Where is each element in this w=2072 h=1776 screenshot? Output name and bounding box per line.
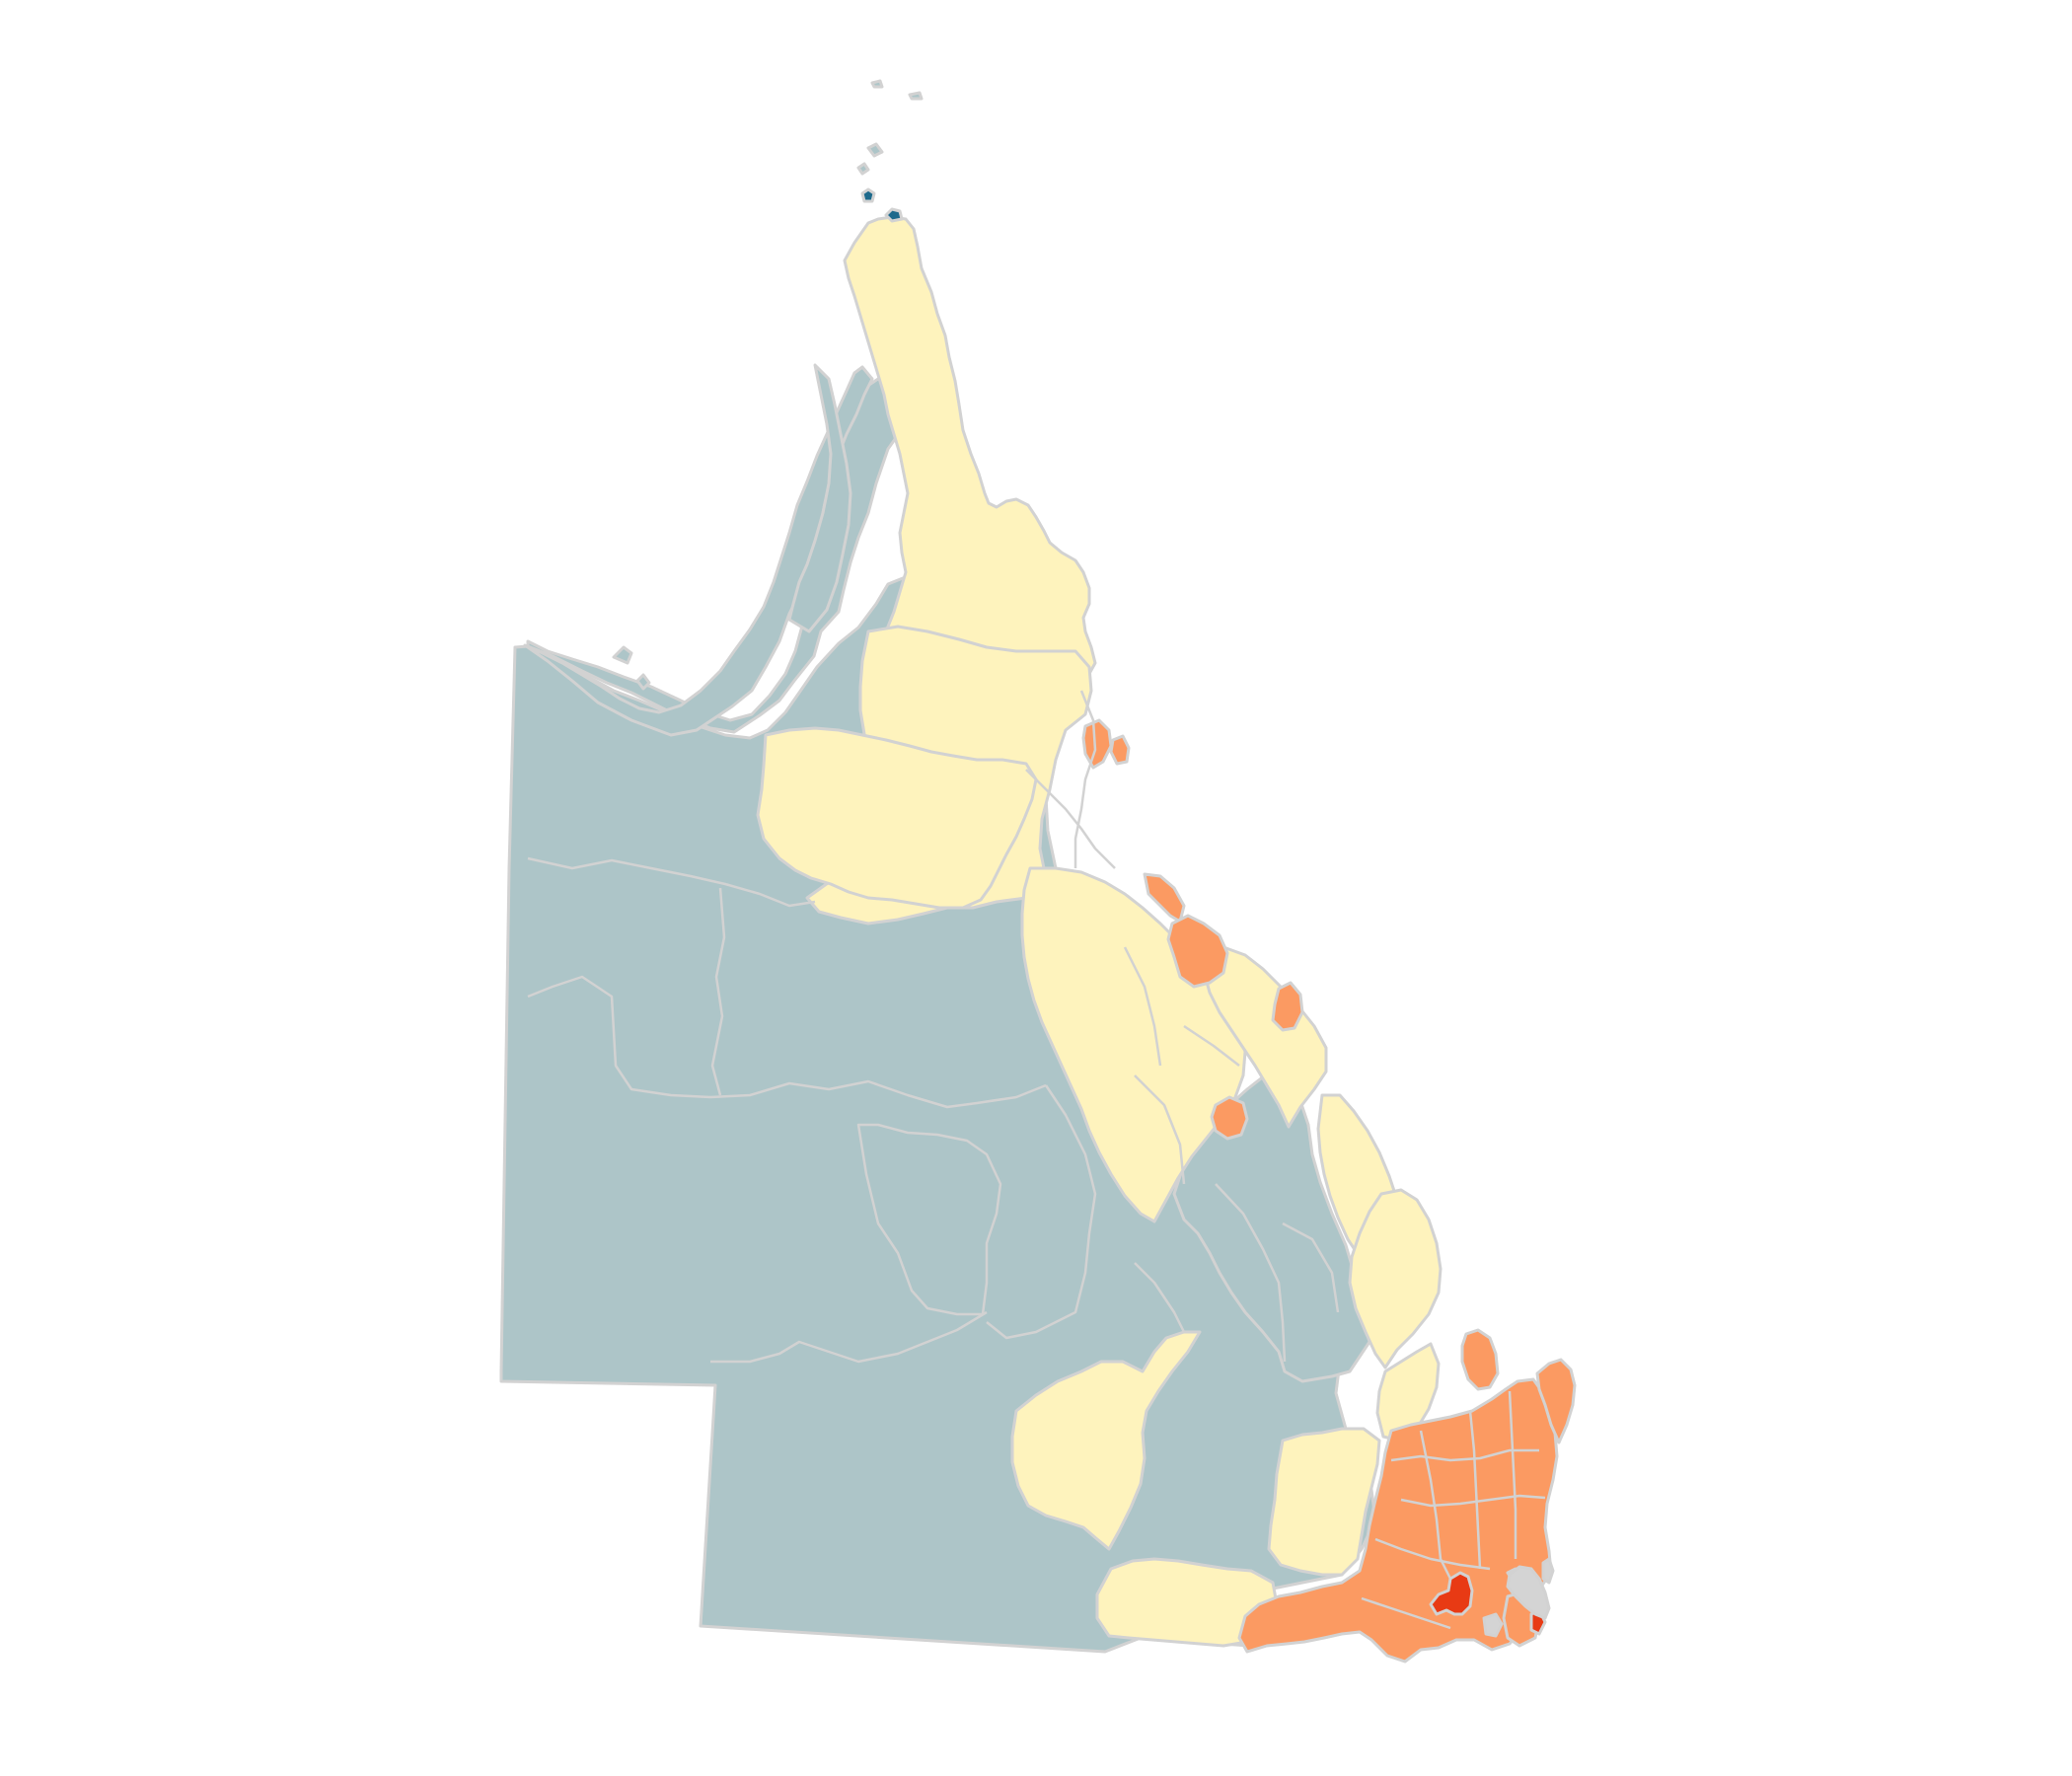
region-island-small[interactable] [635, 673, 651, 691]
zone-highest [860, 187, 904, 223]
region-cape-west-strip[interactable] [787, 363, 852, 633]
zone-no-data [1482, 1557, 1555, 1638]
region-gulf-plains[interactable] [756, 726, 1038, 910]
region-burnett[interactable] [1375, 1342, 1441, 1443]
region-torres-strait-1[interactable] [860, 187, 876, 203]
region-mackay[interactable] [1271, 981, 1304, 1032]
region-maranoa[interactable] [1010, 1330, 1202, 1551]
region-moreton-island[interactable] [1541, 1557, 1555, 1585]
island-torres-a[interactable] [870, 79, 884, 89]
region-brisbane-bay[interactable] [1482, 1612, 1504, 1638]
island-torres-c[interactable] [866, 142, 884, 158]
torres-islands [856, 79, 924, 176]
region-wide-bay-north[interactable] [1348, 1188, 1443, 1369]
region-brisbane[interactable] [1506, 1565, 1551, 1620]
region-emerald[interactable] [1210, 1095, 1249, 1141]
region-island-west[interactable] [612, 645, 633, 665]
region-burdekin[interactable] [1166, 914, 1229, 989]
island-torres-b[interactable] [908, 91, 924, 101]
zone-medium [1081, 718, 1577, 1664]
island-torres-d[interactable] [856, 162, 870, 176]
region-cairns[interactable] [1081, 718, 1113, 770]
region-coast-strip-central[interactable] [1202, 945, 1328, 1129]
region-sunshine-coast[interactable] [1535, 1358, 1577, 1444]
region-gulf-north[interactable] [523, 365, 874, 737]
region-cairns-south[interactable] [1109, 734, 1131, 766]
region-toowoomba-core[interactable] [1429, 1571, 1474, 1616]
region-fraser-coast[interactable] [1460, 1328, 1500, 1391]
region-south-east[interactable] [1237, 1377, 1559, 1664]
region-darling-downs-west[interactable] [1267, 1427, 1381, 1577]
zone-low [756, 215, 1470, 1648]
region-torres-strait-2[interactable] [884, 207, 904, 223]
internal-boundaries [527, 690, 1546, 1630]
